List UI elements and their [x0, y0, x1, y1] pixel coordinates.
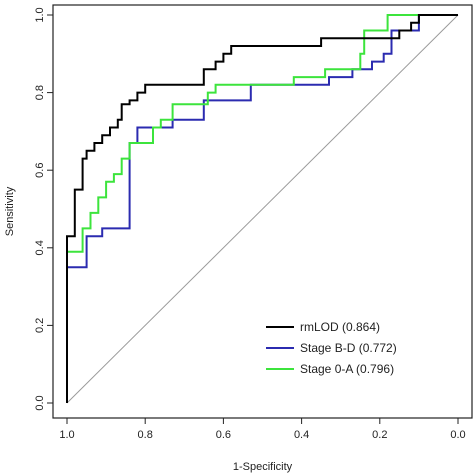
x-tick-label: 0.2	[372, 429, 387, 441]
y-axis: 0.0 0.2 0.4 0.6 0.8 1.0	[34, 7, 54, 411]
legend-label-1: Stage B-D (0.772)	[300, 341, 397, 355]
y-tick-label: 0.0	[34, 395, 46, 410]
x-axis: 1.0 0.8 0.6 0.4 0.2 0.0	[59, 417, 466, 441]
x-tick-label: 1.0	[59, 429, 74, 441]
series-line-2	[66, 14, 458, 403]
x-axis-title: 1-Specificity	[233, 461, 293, 473]
legend-label-0: rmLOD (0.864)	[300, 320, 380, 334]
x-tick-label: 0.4	[294, 429, 309, 441]
series-line-0	[66, 14, 458, 403]
diagonal-reference-line	[66, 14, 459, 404]
diagonal-reference-layer	[66, 14, 459, 404]
x-tick-label: 0.6	[216, 429, 231, 441]
series-layer	[66, 14, 458, 403]
legend-label-2: Stage 0-A (0.796)	[300, 362, 394, 376]
legend: rmLOD (0.864) Stage B-D (0.772) Stage 0-A …	[266, 320, 397, 376]
plot-area-frame	[52, 4, 473, 419]
series-line-1	[66, 14, 458, 403]
x-tick-label: 0.8	[138, 429, 153, 441]
y-tick-label: 0.8	[34, 85, 46, 100]
y-tick-label: 0.4	[34, 240, 46, 255]
y-tick-label: 0.2	[34, 318, 46, 333]
y-tick-label: 1.0	[34, 7, 46, 22]
y-tick-label: 0.6	[34, 163, 46, 178]
x-tick-label: 0.0	[450, 429, 465, 441]
y-axis-title: Sensitivity	[4, 186, 16, 236]
